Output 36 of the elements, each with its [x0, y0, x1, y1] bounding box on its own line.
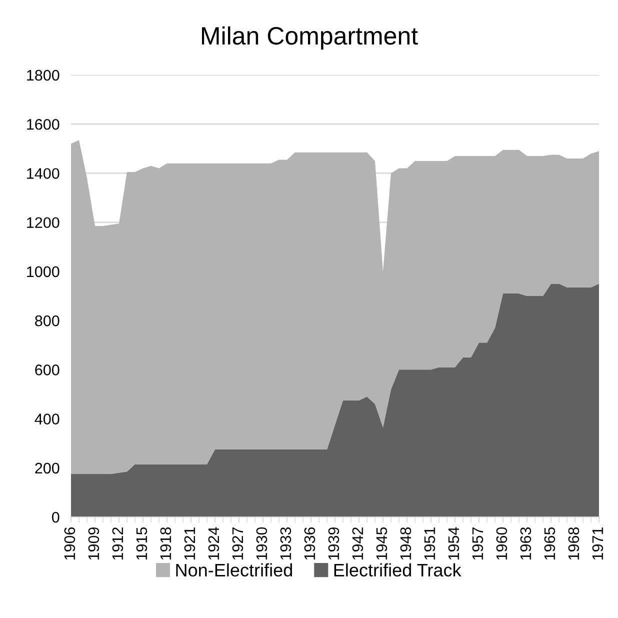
x-tick-label: 1909 [88, 527, 100, 560]
x-tick-label: 1927 [232, 527, 244, 560]
legend-label: Electrified Track [334, 563, 462, 577]
y-tick-label: 200 [35, 462, 60, 474]
y-tick-label: 0 [52, 512, 60, 523]
y-tick-label: 800 [35, 315, 60, 326]
x-tick-label: 1945 [376, 527, 388, 560]
x-tick-label: 1918 [160, 527, 172, 560]
x-tick-label: 1965 [544, 527, 556, 560]
x-tick-label: 1968 [568, 527, 580, 560]
x-tick-label: 1936 [304, 527, 316, 560]
x-tick-label: 1930 [256, 527, 268, 560]
y-tick-label: 1600 [27, 118, 60, 130]
x-tick-label: 1921 [184, 527, 196, 560]
y-tick-label: 1200 [27, 217, 60, 228]
x-tick-label: 1951 [424, 527, 436, 560]
x-tick-label: 1942 [352, 527, 364, 560]
legend-label: Non-Electrified [176, 563, 292, 577]
x-tick-label: 1924 [208, 527, 220, 560]
x-tick-label: 1971 [592, 527, 604, 560]
x-tick-label: 1954 [448, 527, 460, 560]
x-tick-label: 1915 [136, 527, 148, 560]
x-tick-label: 1957 [472, 527, 484, 560]
y-tick-label: 600 [35, 364, 60, 376]
y-tick-label: 1800 [27, 70, 60, 81]
x-tick-label: 1939 [328, 527, 340, 560]
y-tick-label: 1400 [27, 168, 60, 179]
y-tick-label: 400 [34, 414, 60, 424]
x-tick-label: 1933 [280, 527, 292, 560]
y-tick-label: 1000 [27, 266, 60, 278]
x-tick-label: 1948 [400, 527, 412, 560]
x-tick-label: 1960 [496, 527, 508, 560]
chart-title: Milan Compartment [202, 26, 418, 50]
x-tick-label: 1963 [520, 527, 532, 560]
x-tick-label: 1906 [64, 527, 76, 560]
x-tick-label: 1912 [112, 527, 124, 560]
